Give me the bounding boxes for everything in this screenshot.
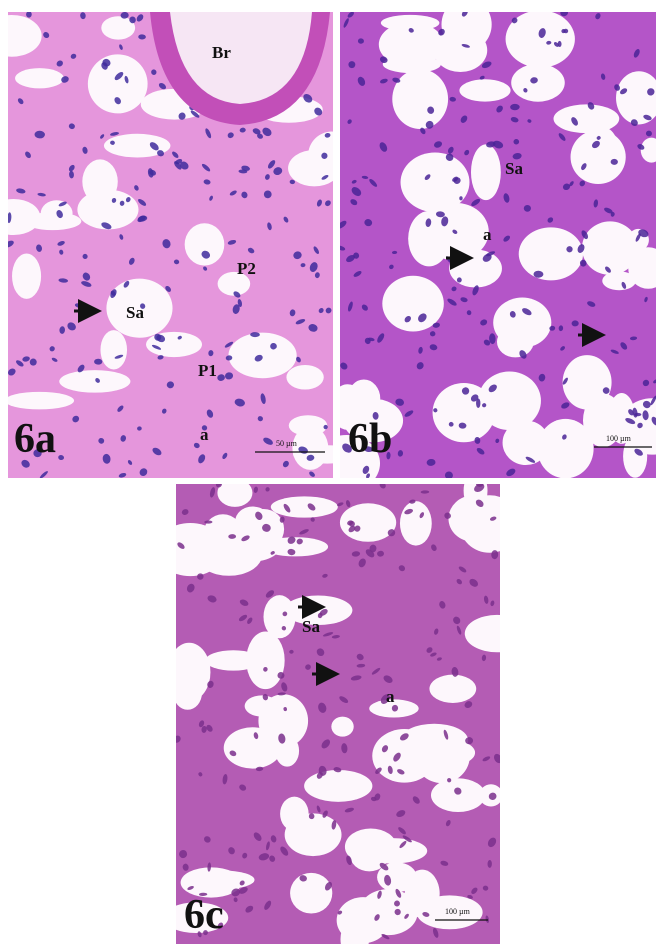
annotation: Sa xyxy=(302,617,320,636)
alveolus xyxy=(245,695,279,716)
alveolus xyxy=(400,724,468,758)
alveolus xyxy=(5,392,74,410)
alveolus xyxy=(228,333,296,379)
alveolus xyxy=(554,104,620,133)
alveolus xyxy=(460,495,521,552)
scale-label: 100 µm xyxy=(445,907,471,916)
scale-label: 50 µm xyxy=(276,439,298,448)
annotation: P1 xyxy=(198,361,217,380)
page: {"panels": [ {"label": "6a", "annotation… xyxy=(0,0,656,944)
annotation: Br xyxy=(212,43,231,62)
annotation: Sa xyxy=(505,159,523,178)
figure: 6a Br Sa P2 P1 a 50 µm 6b Sa a 100 µm 6c… xyxy=(0,0,656,944)
scale-label: 100 µm xyxy=(606,434,632,443)
alveolus xyxy=(471,144,501,200)
alveolus xyxy=(88,54,148,113)
alveolus xyxy=(289,415,328,436)
annotation: Sa xyxy=(126,303,144,322)
alveolus xyxy=(246,632,284,690)
alveolus xyxy=(459,79,510,101)
alveolus xyxy=(304,770,372,802)
panel-label: 6b xyxy=(348,416,392,462)
annotation: a xyxy=(386,687,395,706)
alveolus xyxy=(173,676,202,710)
annotation: P2 xyxy=(237,259,256,278)
alveolus xyxy=(146,332,202,357)
nucleus xyxy=(30,359,37,366)
alveolus xyxy=(497,326,534,357)
alveolus xyxy=(263,595,295,638)
alveolus xyxy=(442,0,492,51)
alveolus xyxy=(397,31,436,61)
alveolus xyxy=(431,778,485,812)
alveolus xyxy=(429,675,476,703)
alveolus xyxy=(519,227,583,280)
alveolus xyxy=(290,873,332,914)
alveolus xyxy=(285,813,342,856)
alveolus xyxy=(511,64,565,102)
panel-label: 6c xyxy=(184,892,224,938)
alveolus xyxy=(191,870,255,889)
alveolus xyxy=(185,223,225,265)
alveolus xyxy=(286,365,323,390)
alveolus xyxy=(217,479,252,507)
panel-label: 6a xyxy=(14,416,56,462)
micrograph-6c xyxy=(156,470,529,944)
alveolus xyxy=(331,717,353,737)
alveolus xyxy=(100,330,127,369)
alveolus xyxy=(59,370,130,393)
annotation: a xyxy=(483,225,492,244)
alveolus xyxy=(15,68,64,88)
alveolus xyxy=(271,496,338,517)
nucleus xyxy=(348,61,355,68)
alveolus xyxy=(400,501,432,545)
alveolus xyxy=(288,150,340,186)
alveolus xyxy=(392,69,448,129)
alveolus xyxy=(12,253,41,298)
annotation: a xyxy=(200,425,209,444)
alveolus xyxy=(465,615,529,652)
